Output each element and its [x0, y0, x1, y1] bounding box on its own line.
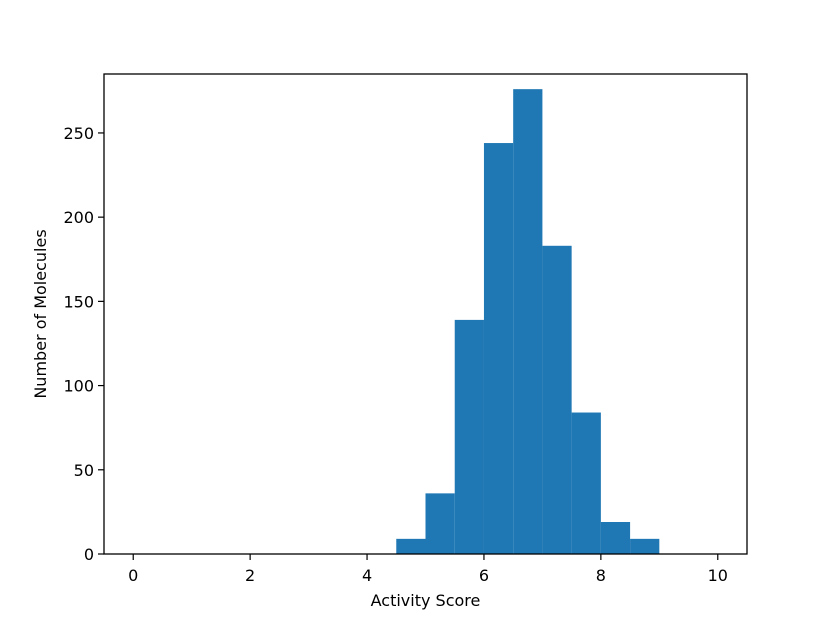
- x-tick-label: 0: [128, 566, 138, 585]
- x-axis-label: Activity Score: [371, 591, 481, 610]
- x-tick-label: 10: [708, 566, 728, 585]
- bars-group: [396, 89, 660, 555]
- plot-frame: [103, 73, 748, 555]
- y-tick-label: 50: [74, 461, 94, 480]
- x-tick-label: 2: [245, 566, 255, 585]
- y-axis: 0 50 100 150 200 250: [63, 124, 104, 564]
- histogram-bar: [396, 538, 426, 554]
- y-axis-label: Number of Molecules: [31, 229, 50, 398]
- x-tick-label: 4: [362, 566, 372, 585]
- y-tick-label: 150: [63, 292, 94, 311]
- histogram-bar: [571, 412, 601, 554]
- histogram-bar: [542, 245, 572, 554]
- y-tick-label: 0: [84, 545, 94, 564]
- histogram-bar: [483, 143, 514, 555]
- x-tick-label: 6: [479, 566, 489, 585]
- histogram-bar: [425, 493, 455, 554]
- y-tick-label: 100: [63, 377, 94, 396]
- x-axis: 0 2 4 6 8 10: [128, 554, 728, 585]
- x-tick-label: 8: [596, 566, 606, 585]
- y-tick-label: 200: [63, 208, 94, 227]
- histogram-bar: [513, 89, 543, 554]
- histogram-bar: [630, 538, 660, 554]
- histogram-bar: [600, 522, 631, 554]
- y-tick-label: 250: [63, 124, 94, 143]
- histogram-bar: [454, 319, 484, 554]
